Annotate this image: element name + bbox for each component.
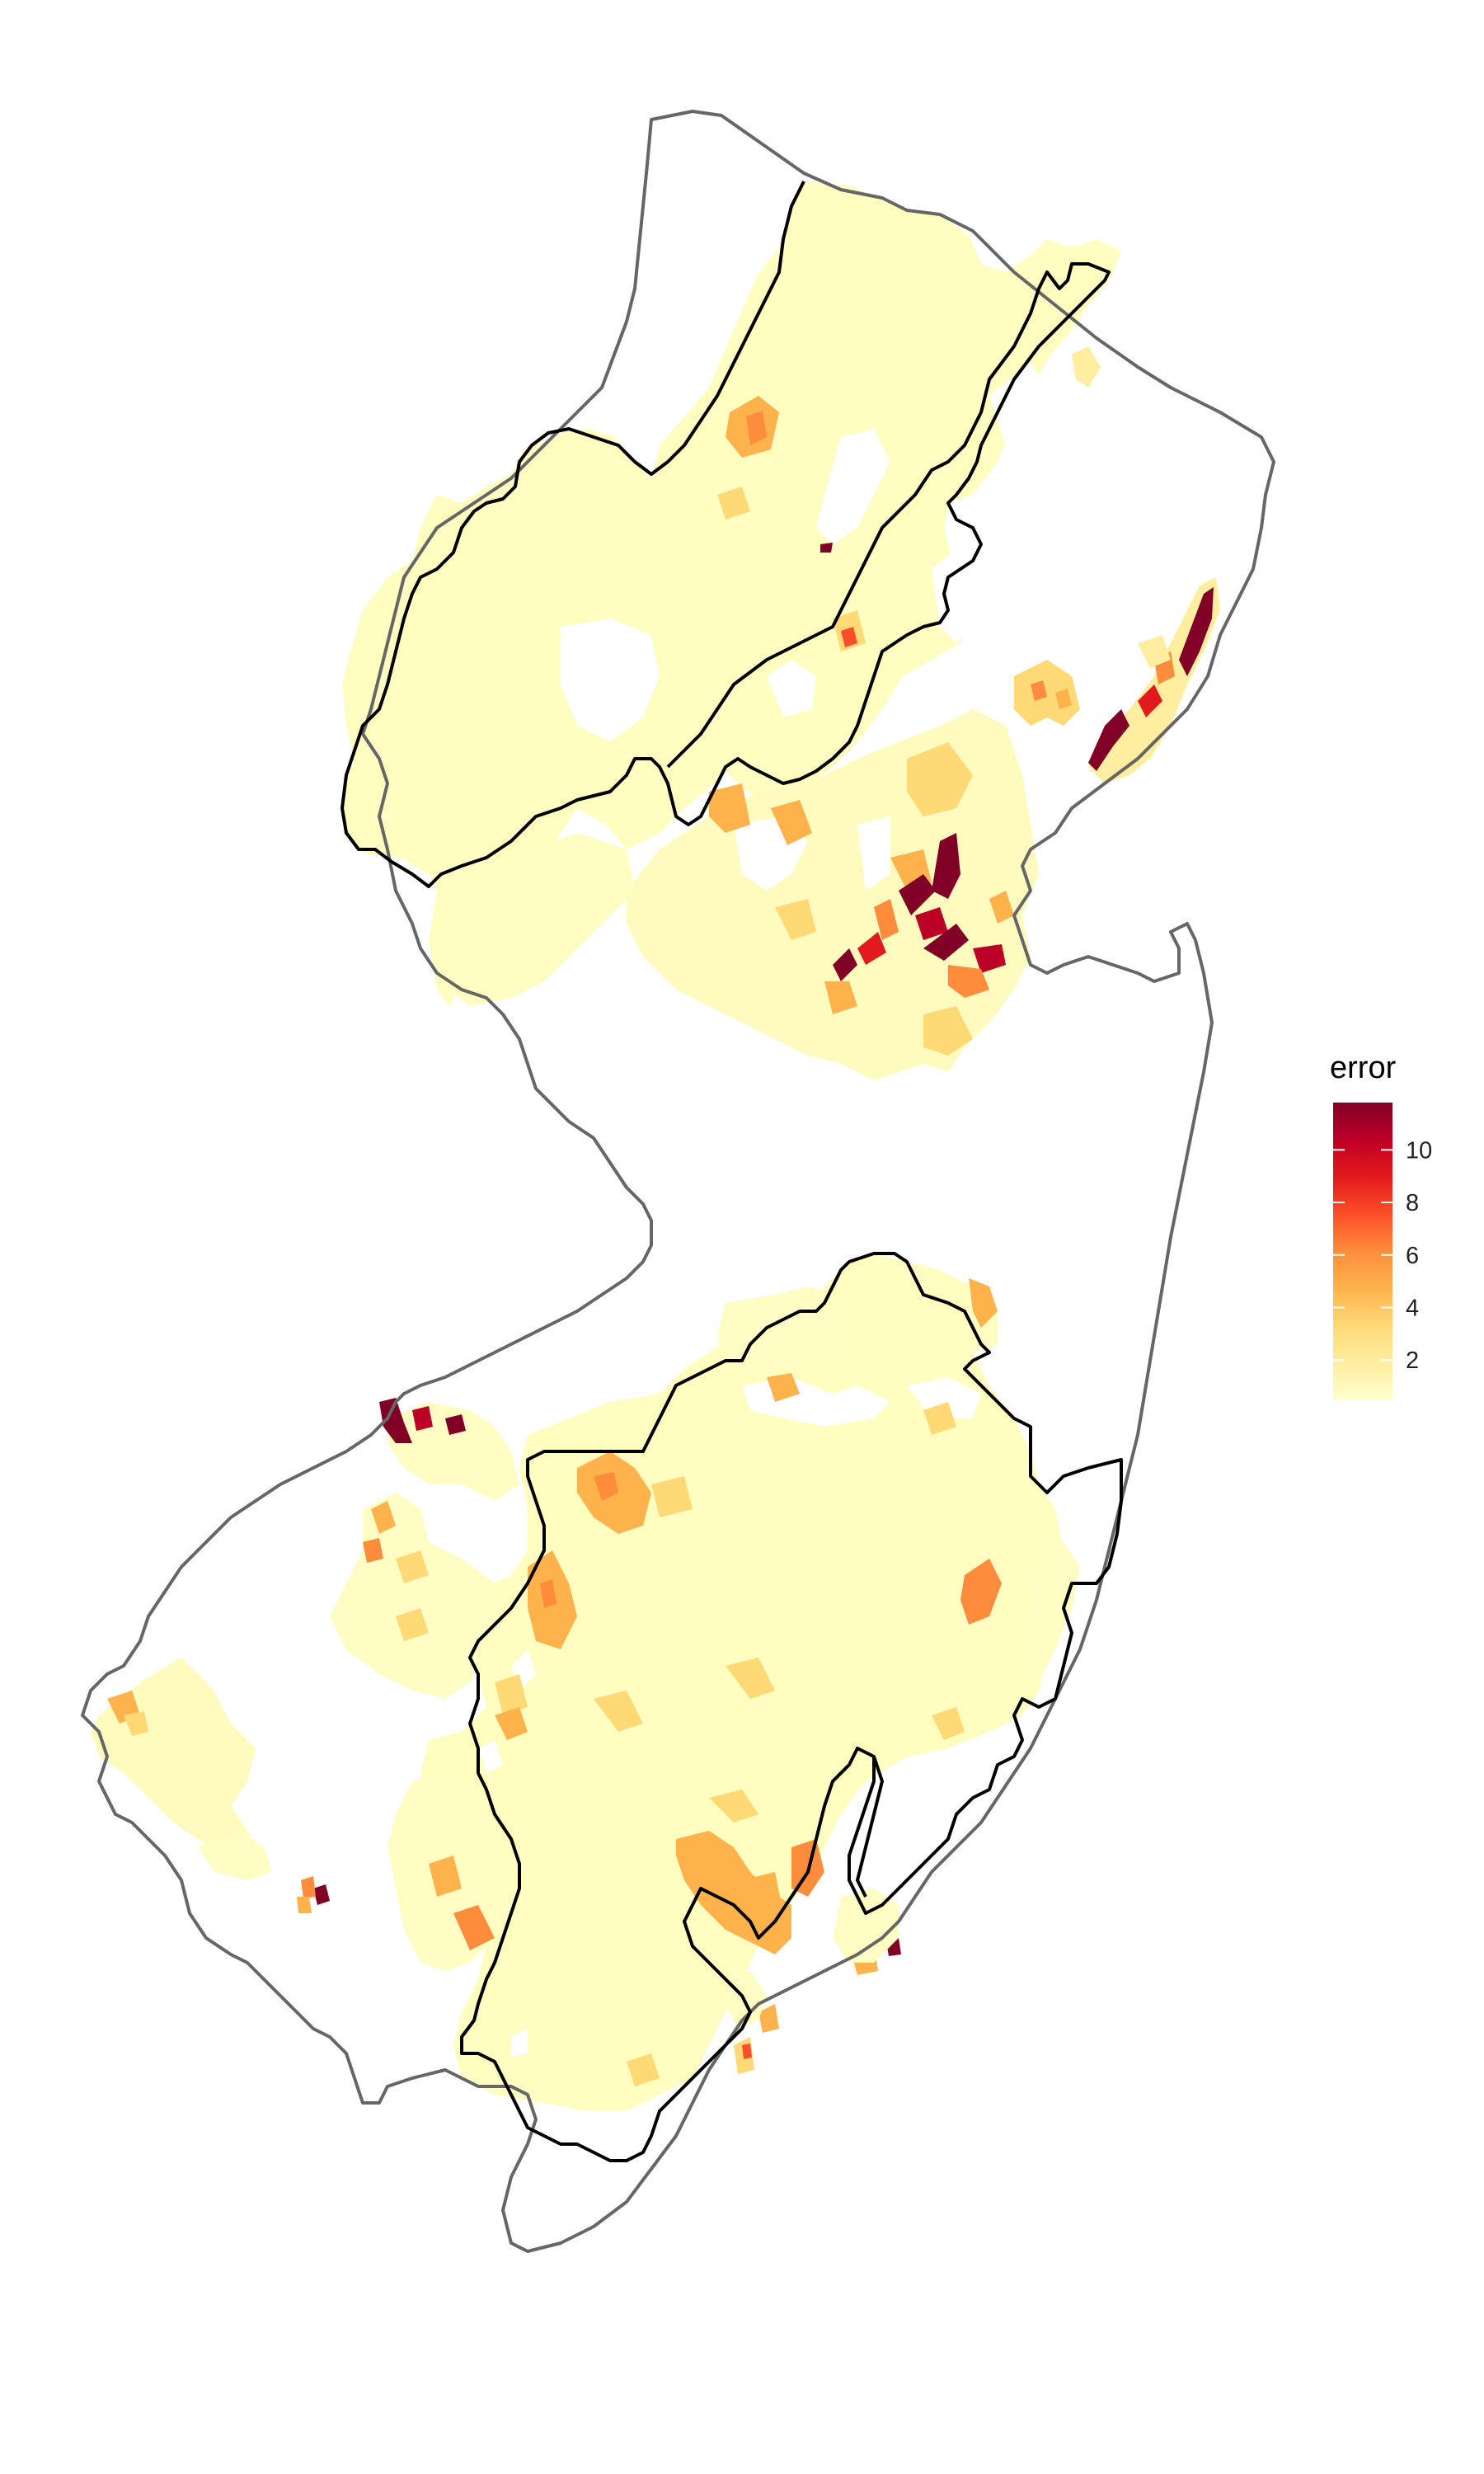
north-region-base-fill — [342, 181, 1121, 1006]
hotspot-lightorange — [709, 1790, 758, 1823]
north-gap — [857, 816, 890, 891]
north-gap — [989, 363, 1047, 445]
south-region-border — [460, 1252, 1123, 2162]
north-gap — [561, 618, 660, 742]
hotspot-lightorange — [775, 899, 816, 940]
hotspot-lightorange — [124, 1711, 148, 1736]
legend: error 2 4 6 8 10 — [1330, 1051, 1432, 1399]
hotspot-red — [915, 907, 948, 940]
hotspot-lightorange — [923, 1402, 956, 1435]
hotspot-lightorange — [651, 1476, 693, 1517]
hotspot-darkred — [932, 833, 960, 899]
small-tract — [833, 1888, 899, 1963]
south-hotspots — [107, 1278, 1002, 2086]
southwest-detached-tracts — [198, 1831, 899, 2029]
south-east-strip-fill — [1022, 1542, 1080, 1682]
legend-ticks: 2 4 6 8 10 — [1333, 1137, 1432, 1374]
south-gap — [511, 2029, 528, 2058]
hotspot-lightorange — [923, 1006, 973, 1056]
south-gap — [907, 1377, 981, 1418]
south-left-tracts-fill — [330, 1493, 503, 1699]
hotspot-orange — [742, 1872, 783, 1921]
north-region-border — [340, 181, 1111, 888]
north-gap — [767, 660, 816, 717]
north-gap — [932, 536, 989, 643]
hotspot-lightorange — [932, 1707, 965, 1740]
hotspot-red — [841, 627, 857, 647]
coastal-strip-darkred — [1179, 587, 1214, 676]
hotspot-orange — [301, 1876, 316, 1898]
hotspot-orange — [746, 411, 767, 445]
hotspot-darkred — [313, 1884, 330, 1905]
hotspot-orange — [540, 1579, 556, 1608]
north-gap — [816, 429, 890, 544]
south-inner-loop-border — [856, 1756, 884, 1898]
hotspot-orange — [495, 1707, 528, 1740]
hotspot-darkred — [379, 1398, 412, 1443]
legend-tick-label: 8 — [1406, 1190, 1419, 1216]
hotspot-orange — [363, 1538, 383, 1563]
south-gap — [1022, 1402, 1047, 1451]
hotspot-lightorange — [495, 1674, 528, 1715]
hotspot-lightorange — [824, 981, 857, 1014]
coastal-northern-tip — [1072, 346, 1101, 388]
hotspot-lightorange — [396, 1550, 429, 1583]
legend-colorbar — [1333, 1103, 1392, 1399]
coastal-strip-red — [1138, 684, 1162, 717]
hotspot-lightorange — [594, 1691, 643, 1732]
hotspot-orange — [594, 1472, 618, 1501]
coastal-scatter-orange — [1031, 680, 1047, 701]
hotspot-red — [973, 944, 1006, 973]
hotspot-orange — [771, 800, 812, 845]
coastal-strip-darkred — [1088, 709, 1129, 771]
hotspot-red — [412, 1406, 433, 1431]
hotspot-darkred — [899, 874, 936, 915]
legend-tick-label: 6 — [1406, 1243, 1419, 1269]
state-outline — [81, 110, 1275, 2253]
hotspot-orange — [960, 1559, 1002, 1625]
hotspot-orange — [948, 965, 989, 998]
hotspot-orange — [371, 1501, 396, 1534]
coastal-scatter-base — [1014, 660, 1080, 726]
north-region-tracts — [342, 181, 1121, 1080]
north-hotspots — [709, 396, 1014, 1056]
hotspot-lightorange — [907, 742, 973, 816]
hotspot-orange — [429, 1856, 462, 1897]
hotspot-lightorange — [396, 1608, 429, 1641]
hotspot-lightorange — [297, 1897, 312, 1913]
hotspot-orange — [989, 891, 1014, 924]
legend-tick-label: 4 — [1406, 1295, 1419, 1321]
hotspot-red — [742, 2044, 752, 2059]
hotspot-darkred — [833, 948, 857, 981]
hotspot-darkred — [445, 1414, 466, 1435]
coastal-scatter-lightorange — [1055, 689, 1072, 709]
hotspot-orange — [767, 1373, 800, 1402]
small-tract — [726, 1971, 767, 2029]
hotspot-lightorange — [717, 487, 750, 520]
legend-title: error — [1330, 1051, 1397, 1085]
hotspot-orange — [874, 899, 899, 940]
north-left-strip-fill — [437, 833, 635, 1006]
legend-tick-label: 2 — [1406, 1348, 1419, 1374]
north-gaps — [561, 363, 1047, 891]
hotspot-orange — [676, 1831, 791, 1954]
hotspot-red — [857, 932, 886, 965]
northeast-coastal-strip — [1014, 346, 1220, 783]
hotspot-orange — [453, 1905, 495, 1950]
legend-tick-label: 10 — [1406, 1137, 1432, 1164]
hotspot-lightorange — [969, 1278, 998, 1328]
hotspot-darkred — [923, 924, 969, 961]
hotspot-orange — [709, 783, 750, 833]
hotspot-lightorange — [627, 2053, 660, 2086]
coastal-scatter-light — [1138, 635, 1171, 668]
hotspot-orange — [758, 2004, 779, 2033]
hotspot-darkred — [820, 543, 833, 553]
hotspot-lightorange — [726, 1658, 775, 1699]
south-gap — [478, 1740, 503, 1773]
small-tract — [198, 1831, 272, 1880]
